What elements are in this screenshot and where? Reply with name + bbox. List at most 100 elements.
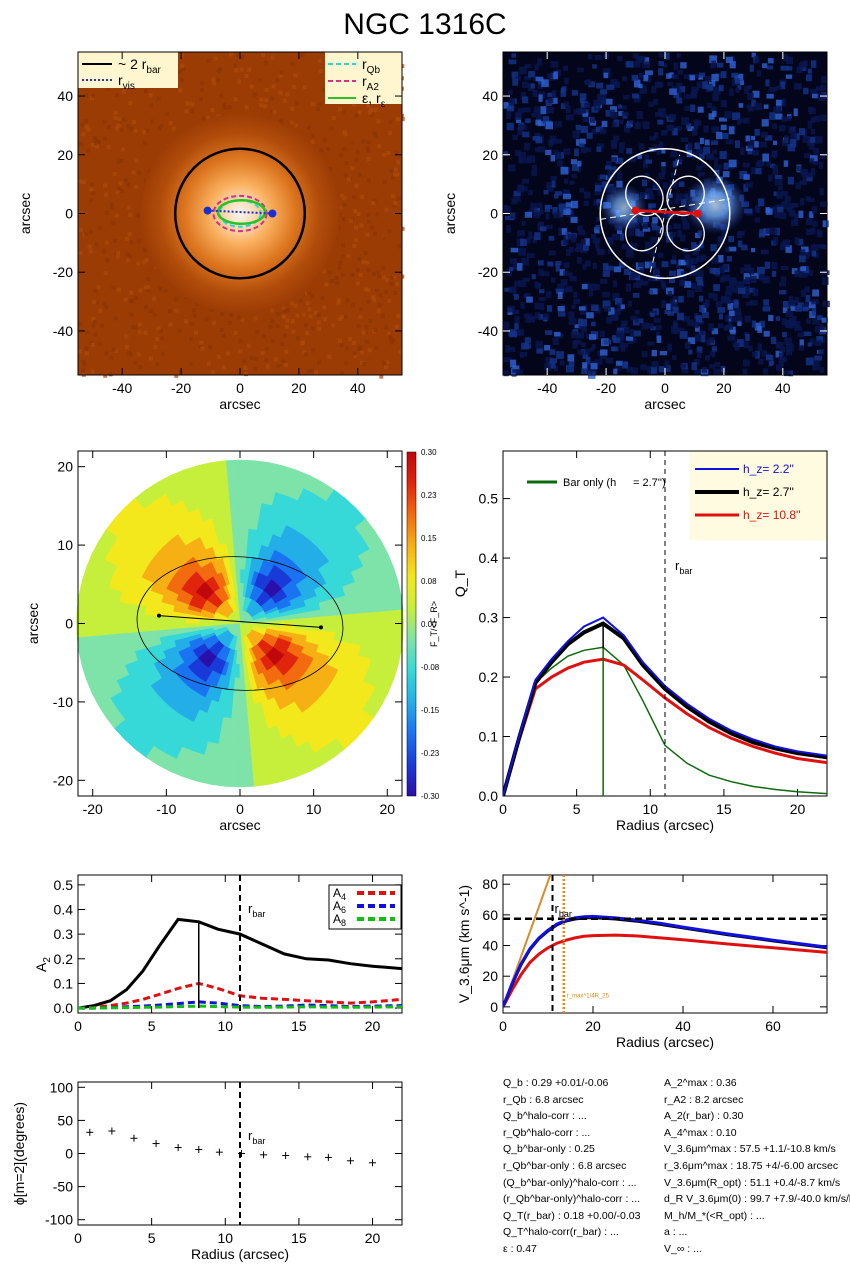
param-right-10: V_∞ : ... [664, 1242, 702, 1255]
x-tick-label: 10 [217, 1230, 233, 1246]
a2-legend-box [328, 884, 402, 930]
qt-series-group [503, 451, 827, 796]
param-left-8: Q_T(r_bar) : 0.18 +0.00/-0.03 [503, 1209, 641, 1222]
phase-ylabel: ϕ[m=2](degrees) [11, 1102, 27, 1205]
y-tick-label: -50 [53, 1179, 73, 1195]
y-tick-label: 0.1 [479, 729, 499, 745]
residual-bar-end [693, 209, 702, 218]
qt-series-2 [503, 657, 827, 796]
qt-legend-label: h_z= 10.8'' [743, 508, 801, 522]
legend-label: ε, rε [362, 90, 386, 110]
force-bar-line [158, 615, 322, 628]
residual-major-axis [600, 198, 730, 220]
rotation_curve-xlabel: Radius (arcsec) [616, 1034, 714, 1050]
force-ellipse [136, 556, 344, 691]
x-tick-label: 20 [379, 801, 395, 817]
y-tick-label: -20 [53, 264, 73, 280]
colorbar-tick-label: 0.00 [421, 620, 437, 629]
param-left-6: (Q_b^bar-only)^halo-corr : ... [503, 1176, 637, 1189]
bar-line [207, 209, 273, 215]
y-tick-label: 0 [490, 999, 498, 1015]
y-tick-label: 0.3 [479, 610, 499, 626]
y-tick-label: 20 [482, 147, 498, 163]
a2-series-group [78, 875, 402, 1013]
x-tick-label: 5 [148, 1230, 156, 1246]
x-tick-label: 40 [675, 1018, 691, 1034]
colorbar-tick-label: 0.08 [421, 577, 437, 586]
param-left-2: Q_b^halo-corr : ... [503, 1110, 587, 1123]
qt-series-0 [503, 616, 827, 796]
x-tick-label: 0 [236, 380, 244, 396]
legend-label: rQb [362, 56, 380, 76]
colorbar-label: F_T/<F_R> [429, 601, 439, 647]
y-tick-label: 0.4 [54, 902, 74, 918]
y-tick-label: 80 [482, 876, 498, 892]
x-tick-label: 10 [306, 801, 322, 817]
galaxy-glow [139, 113, 341, 314]
phase-panel: 0 5 10 15 20 -100 -50 0 50 100 Radius (arcsec) rbar… [11, 1079, 403, 1262]
a2-series-3 [78, 1004, 402, 1010]
colorbar-tick-label: 0.15 [421, 534, 437, 543]
residual-circle [599, 147, 731, 280]
x-tick-label: 5 [573, 801, 581, 817]
x-tick-label: -20 [596, 380, 616, 396]
y-tick-label: 20 [57, 147, 73, 163]
params-right: A_2^max : 0.36 r_A2 : 8.2 arcsec A_2(r_bar… [664, 1075, 850, 1258]
a2-series-0 [78, 917, 402, 1010]
residual-panel: -40 -20 0 20 40 -40 -20 0 20 40 arcsec arcsec [442, 51, 830, 412]
force-bar-end [319, 625, 323, 630]
residual-bar-end [631, 206, 640, 215]
x-tick-label: -10 [156, 801, 176, 817]
y-tick-label: 0.2 [479, 669, 499, 685]
y-tick-label: 0 [65, 1146, 73, 1162]
param-right-6: V_3.6μm(R_opt) : 51.1 +0.4/-8.7 km/s [664, 1176, 841, 1189]
param-right-7: d_R V_3.6μm(0) : 99.7 +7.9/-40.0 km/s/kp… [664, 1193, 850, 1206]
x-tick-label: -20 [171, 380, 191, 396]
y-tick-label: 0 [490, 206, 498, 222]
y-tick-label: 40 [482, 938, 498, 954]
force-bar-end [157, 613, 161, 618]
colorbar-tick-label: -0.23 [421, 749, 440, 758]
y-tick-label: 20 [57, 459, 73, 475]
qt_profile-xlabel: Radius (arcsec) [616, 817, 714, 833]
residual-bar-line [635, 209, 698, 215]
phase-rbar-label: rbar [248, 1128, 265, 1146]
qt-series-3 [503, 646, 827, 796]
qt-legend-label: h_z= 2.2'' [743, 462, 794, 476]
param-left-4: Q_b^bar-only : 0.25 [503, 1143, 595, 1156]
param-left-9: Q_T^halo-corr(r_bar) : ... [503, 1226, 619, 1239]
residual-minor-axis [649, 154, 681, 273]
x-tick-label: 20 [365, 1230, 381, 1246]
x-tick-label: 40 [775, 380, 791, 396]
y-tick-label: -10 [53, 694, 73, 710]
y-tick-label: -20 [478, 264, 498, 280]
legend-bar-only-label-tail: = 2.7'') [633, 477, 666, 489]
y-tick-label: 0.2 [54, 951, 74, 967]
y-tick-label: 10 [57, 537, 73, 553]
param-left-3: r_Qb^halo-corr : ... [503, 1126, 591, 1139]
rc-rvmax-label: r_max^1/4R_25 [567, 994, 610, 1000]
param-right-3: A_4^max : 0.10 [664, 1126, 737, 1139]
x-tick-label: 5 [148, 1018, 156, 1034]
y-tick-label: 0.4 [479, 550, 499, 566]
y-tick-label: 0.3 [54, 926, 74, 942]
rc-series-0 [503, 914, 827, 1008]
x-tick-label: 10 [217, 1018, 233, 1034]
x-tick-label: 20 [790, 801, 806, 817]
butterfly-contour [625, 210, 664, 252]
x-tick-label: 0 [74, 1230, 82, 1246]
x-tick-label: 20 [291, 380, 307, 396]
phase_profile-xlabel: Radius (arcsec) [191, 1246, 289, 1262]
param-right-9: a : ... [664, 1226, 688, 1239]
y-tick-label: 60 [482, 907, 498, 923]
residual-ylabel: arcsec [442, 193, 458, 234]
bar-circle [173, 147, 307, 280]
bar-end-right [268, 209, 277, 218]
x-tick-label: 40 [350, 380, 366, 396]
colorbar-tick-label: -0.08 [421, 663, 440, 672]
qt-series-1 [503, 621, 827, 796]
